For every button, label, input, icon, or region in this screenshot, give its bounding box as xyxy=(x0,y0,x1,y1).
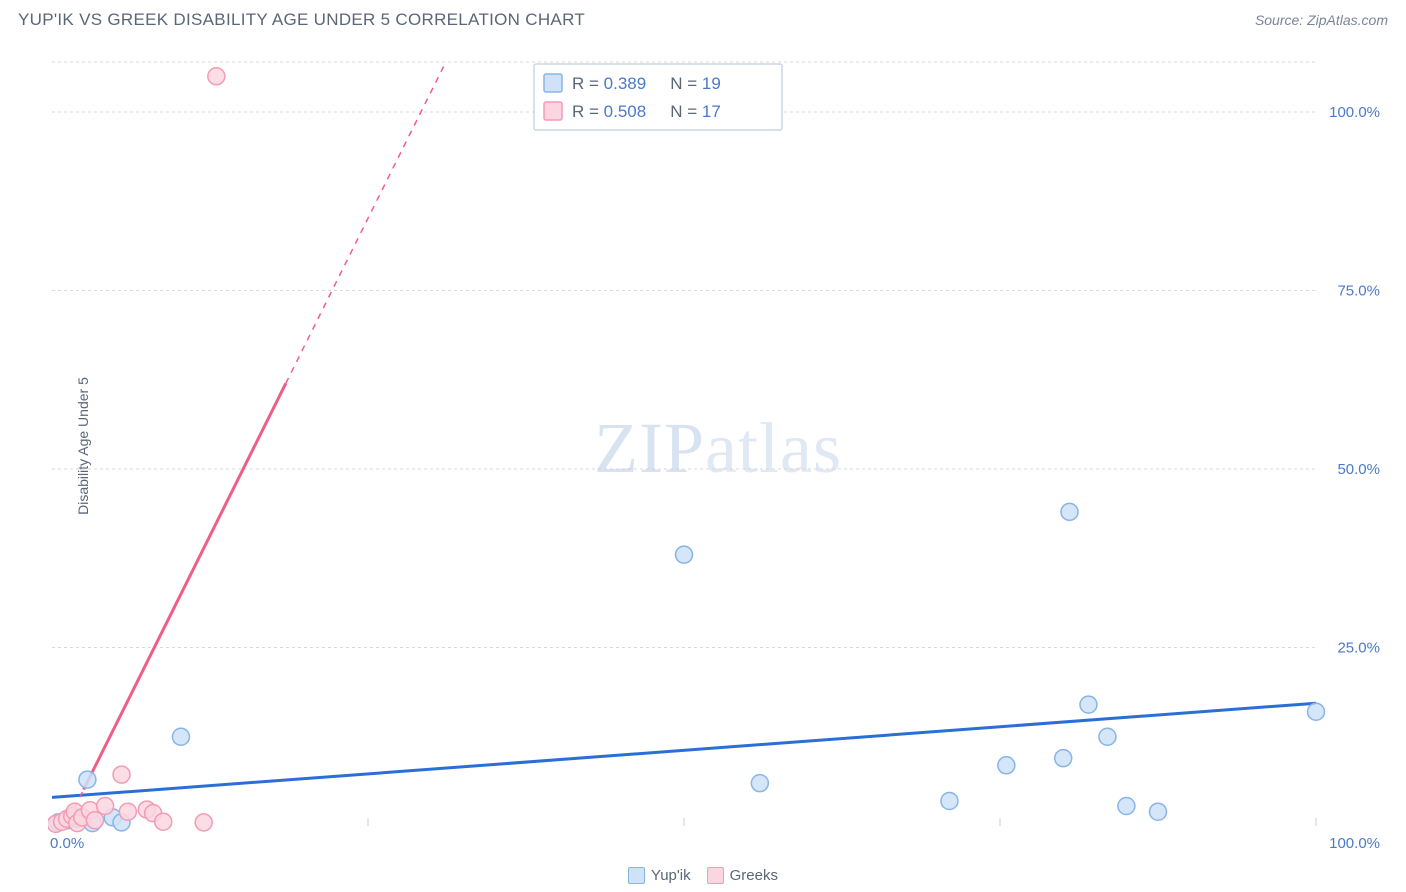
y-tick-label: 75.0% xyxy=(1337,282,1380,299)
legend-label: Yup'ik xyxy=(651,867,691,884)
stats-swatch xyxy=(544,102,562,120)
stats-swatch xyxy=(544,74,562,92)
data-point-greeks xyxy=(155,813,172,830)
legend-item: Greeks xyxy=(707,867,778,884)
plot-area: 25.0%50.0%75.0%100.0%0.0%100.0%ZIPatlasR… xyxy=(48,58,1388,850)
watermark: ZIPatlas xyxy=(594,408,842,488)
data-point-greeks xyxy=(195,814,212,831)
x-end-label: 100.0% xyxy=(1329,835,1380,850)
data-point-yupik xyxy=(1055,750,1072,767)
legend-swatch xyxy=(628,867,645,884)
data-point-yupik xyxy=(998,757,1015,774)
y-tick-label: 50.0% xyxy=(1337,461,1380,478)
data-point-greeks xyxy=(86,812,103,829)
source-attribution: Source: ZipAtlas.com xyxy=(1255,12,1388,28)
data-point-yupik xyxy=(676,546,693,563)
chart-title: YUP'IK VS GREEK DISABILITY AGE UNDER 5 C… xyxy=(18,10,585,30)
data-point-yupik xyxy=(172,728,189,745)
data-point-yupik xyxy=(751,775,768,792)
legend-item: Yup'ik xyxy=(628,867,691,884)
x-start-label: 0.0% xyxy=(50,835,84,850)
y-tick-label: 25.0% xyxy=(1337,639,1380,656)
data-point-yupik xyxy=(1061,503,1078,520)
data-point-yupik xyxy=(1150,803,1167,820)
data-point-greeks xyxy=(113,766,130,783)
bottom-legend: Yup'ik Greeks xyxy=(0,867,1406,884)
legend-swatch xyxy=(707,867,724,884)
data-point-yupik xyxy=(1308,703,1325,720)
legend-label: Greeks xyxy=(730,867,778,884)
trend-line-dash2-greeks xyxy=(286,58,457,383)
y-tick-label: 100.0% xyxy=(1329,104,1380,121)
trend-line-yupik xyxy=(52,703,1316,797)
data-point-greeks xyxy=(97,798,114,815)
data-point-yupik xyxy=(941,793,958,810)
data-point-yupik xyxy=(1118,798,1135,815)
data-point-greeks xyxy=(208,68,225,85)
scatter-chart-svg: 25.0%50.0%75.0%100.0%0.0%100.0%ZIPatlasR… xyxy=(48,58,1388,850)
source-prefix: Source: xyxy=(1255,12,1307,28)
data-point-yupik xyxy=(79,771,96,788)
chart-header: YUP'IK VS GREEK DISABILITY AGE UNDER 5 C… xyxy=(0,0,1406,36)
data-point-greeks xyxy=(119,803,136,820)
source-name: ZipAtlas.com xyxy=(1307,12,1388,28)
data-point-yupik xyxy=(1080,696,1097,713)
data-point-yupik xyxy=(1099,728,1116,745)
